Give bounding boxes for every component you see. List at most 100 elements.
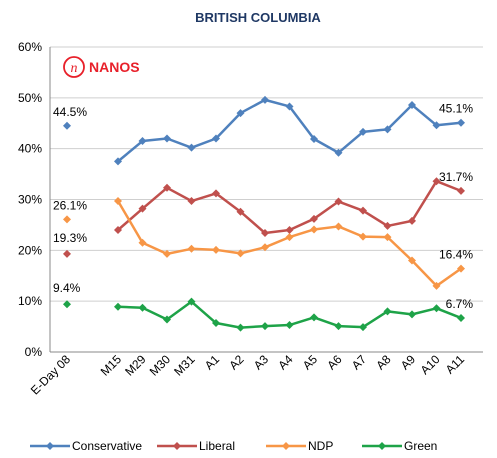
- y-tick-label: 10%: [18, 294, 42, 308]
- x-tick-label: A5: [300, 352, 321, 373]
- baseline-point: [63, 215, 71, 224]
- y-tick-label: 30%: [18, 193, 42, 207]
- nanos-logo-n-glyph: n: [71, 61, 78, 76]
- x-tick-label: A4: [275, 352, 296, 373]
- x-tick-label: A1: [202, 352, 223, 373]
- data-point: [236, 323, 245, 332]
- data-point: [261, 243, 269, 252]
- chart-title: BRITISH COLUMBIA: [195, 10, 321, 25]
- end-data-label: 45.1%: [439, 102, 473, 116]
- x-tick-label: M15: [98, 352, 125, 379]
- baseline-point: [63, 249, 71, 258]
- data-point: [457, 264, 465, 273]
- data-point: [138, 137, 147, 146]
- baseline-point: [63, 300, 71, 309]
- data-point: [187, 297, 196, 306]
- x-tick-label: M31: [171, 352, 198, 379]
- legend-label: Liberal: [199, 439, 235, 453]
- data-point: [310, 313, 318, 322]
- nanos-logo: n NANOS: [63, 56, 140, 78]
- data-point: [285, 226, 294, 234]
- baseline-data-label: 9.4%: [53, 281, 81, 295]
- data-point: [261, 322, 269, 331]
- end-data-label: 31.7%: [439, 170, 473, 184]
- data-point: [457, 118, 465, 127]
- y-tick-label: 20%: [18, 243, 42, 257]
- x-tick-label: A10: [418, 352, 443, 377]
- data-point: [359, 127, 367, 136]
- data-point: [212, 134, 220, 143]
- data-point: [138, 204, 147, 213]
- baseline-data-label: 26.1%: [53, 198, 87, 212]
- data-point: [408, 256, 416, 265]
- data-point: [138, 238, 147, 247]
- data-point: [236, 109, 245, 118]
- data-point: [261, 229, 269, 238]
- baseline-data-label: 44.5%: [53, 105, 87, 119]
- data-point: [212, 319, 220, 328]
- data-point: [114, 197, 122, 206]
- end-data-label: 6.7%: [446, 297, 474, 311]
- data-point: [187, 197, 196, 206]
- data-point: [163, 183, 171, 192]
- legend-label: Green: [404, 439, 437, 453]
- data-point: [212, 189, 220, 198]
- data-point: [432, 177, 441, 186]
- data-point: [236, 249, 245, 258]
- data-point: [359, 323, 367, 332]
- data-point: [163, 315, 171, 324]
- x-tick-label: M29: [122, 352, 149, 379]
- x-tick-label: A9: [398, 352, 419, 373]
- data-point: [383, 221, 392, 230]
- data-point: [334, 148, 343, 157]
- data-point: [432, 281, 441, 290]
- end-data-label: 16.4%: [439, 248, 473, 262]
- data-point: [285, 321, 294, 330]
- y-tick-label: 0%: [25, 345, 43, 359]
- legend-label: Conservative: [72, 439, 142, 453]
- data-point: [334, 197, 343, 206]
- data-point: [163, 249, 171, 258]
- data-point: [163, 134, 171, 143]
- x-tick-label: A7: [349, 352, 370, 373]
- x-tick-label: A8: [373, 352, 394, 373]
- data-point: [457, 186, 465, 195]
- legend-label: NDP: [308, 439, 333, 453]
- data-point: [138, 303, 147, 312]
- data-point: [285, 102, 294, 111]
- data-point: [310, 135, 318, 144]
- data-point: [359, 206, 367, 215]
- y-tick-label: 50%: [18, 91, 42, 105]
- data-point: [285, 233, 294, 242]
- data-point: [334, 322, 343, 331]
- data-point: [114, 226, 122, 234]
- data-point: [359, 232, 367, 241]
- data-point: [236, 207, 245, 216]
- baseline-point: [63, 121, 71, 130]
- data-point: [408, 100, 416, 109]
- x-tick-label: A2: [226, 352, 247, 373]
- legend-marker: [173, 442, 181, 450]
- data-point: [187, 244, 196, 253]
- data-point: [432, 121, 441, 130]
- y-tick-label: 40%: [18, 142, 42, 156]
- data-point: [408, 216, 416, 225]
- legend-marker: [282, 442, 290, 450]
- nanos-logo-text: NANOS: [89, 59, 140, 75]
- x-tick-label: M30: [147, 352, 174, 379]
- x-tick-label: A6: [324, 352, 345, 373]
- y-tick-label: 60%: [18, 40, 42, 54]
- data-point: [383, 125, 392, 134]
- data-point: [408, 310, 416, 319]
- baseline-data-label: 19.3%: [53, 231, 87, 245]
- series-line-ndp: [116, 200, 462, 288]
- data-point: [261, 95, 269, 104]
- data-point: [310, 225, 318, 234]
- x-tick-label: A3: [251, 352, 272, 373]
- data-point: [457, 313, 465, 322]
- data-point: [310, 214, 318, 223]
- legend-marker: [378, 442, 386, 450]
- data-point: [114, 302, 122, 311]
- data-point: [187, 143, 196, 152]
